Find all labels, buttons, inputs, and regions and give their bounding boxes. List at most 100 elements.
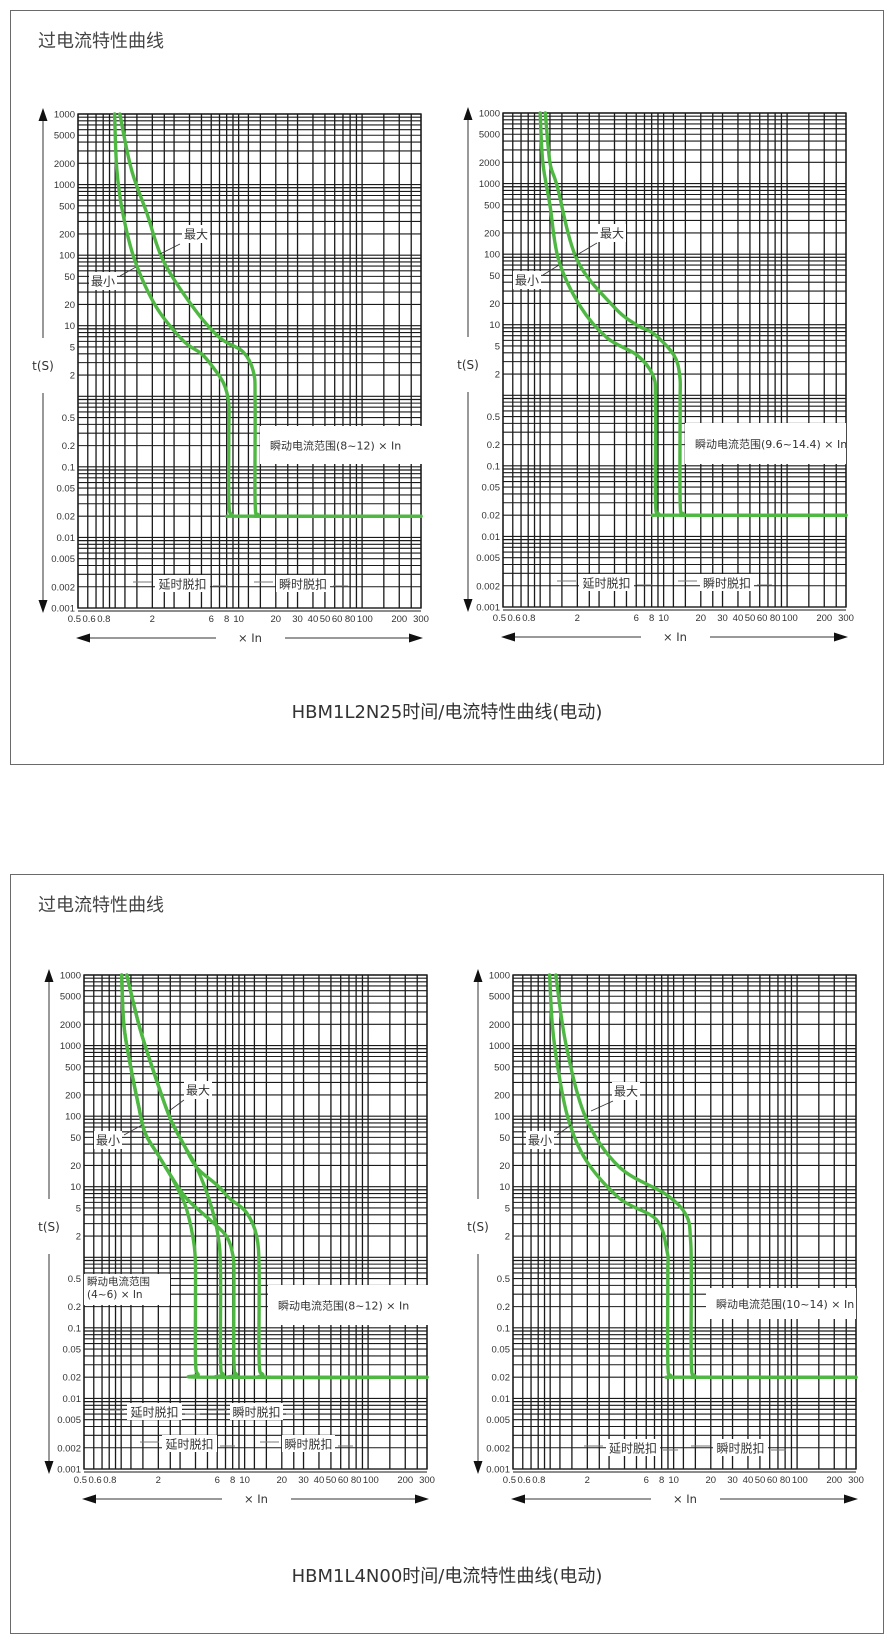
x-tick-label: 50 xyxy=(755,1475,766,1486)
x-tick-label: 8 xyxy=(230,1475,235,1486)
max-curve-label-box xyxy=(182,225,210,243)
x-tick-label: 2 xyxy=(156,1475,161,1486)
leader-line xyxy=(556,1124,572,1136)
y-tick-label: 0.2 xyxy=(487,440,500,451)
arrow-up-icon xyxy=(44,969,54,982)
x-tick-label: 0.8 xyxy=(103,1475,116,1486)
x-tick-label: 40 xyxy=(743,1475,754,1486)
y-tick-label: 0.002 xyxy=(51,582,75,593)
x-tick-label: 8 xyxy=(659,1475,664,1486)
y-tick-label: 100 xyxy=(65,1112,81,1123)
x-tick-label: 60 xyxy=(767,1475,778,1486)
arrow-down-icon xyxy=(473,1461,483,1474)
y-tick-label: 0.5 xyxy=(68,1274,81,1285)
y-tick-label: 1000 xyxy=(54,110,75,121)
x-tick-label: 2 xyxy=(575,613,580,624)
max-curve-label-box xyxy=(598,224,626,242)
x-tick-label: 20 xyxy=(277,1475,288,1486)
range-label-box xyxy=(260,426,422,464)
y-tick-label: 2000 xyxy=(479,158,500,169)
y-tick-label: 20 xyxy=(64,300,75,311)
max-curve-label-box xyxy=(612,1082,640,1100)
x-tick-label: 0.8 xyxy=(97,614,110,625)
arrow-left-icon xyxy=(511,1494,525,1504)
x-tick-label: 80 xyxy=(780,1475,791,1486)
range-label-box xyxy=(706,1288,856,1319)
x-tick-label: 10 xyxy=(233,614,244,625)
series-curve-2 xyxy=(118,112,423,518)
x-tick-label: 0.5 xyxy=(503,1475,516,1486)
y-tick-label: 0.001 xyxy=(476,603,500,614)
grid xyxy=(512,974,857,1473)
x-tick-label: 100 xyxy=(782,613,798,624)
range-label-box xyxy=(84,1274,170,1305)
x-tick-label: 300 xyxy=(838,613,854,624)
y-tick-label: 0.2 xyxy=(62,441,75,452)
y-tick-label: 2 xyxy=(495,370,500,381)
x-tick-label: 30 xyxy=(298,1475,309,1486)
y-tick-label: 20 xyxy=(70,1161,81,1172)
y-axis-arrow xyxy=(38,108,48,613)
tc-curve-chart: 1000 5000 2000 1000 500 200 100 50 20 10 5 2 0.5 0.2 0… xyxy=(32,108,429,645)
y-tick-label: 5 xyxy=(70,342,75,353)
y-tick-label: 1000 xyxy=(60,1041,81,1052)
y-axis-label: t(S) xyxy=(38,1220,60,1234)
arrow-right-icon xyxy=(834,632,848,642)
y-tick-label: 0.02 xyxy=(482,511,501,522)
x-tick-label: 40 xyxy=(733,613,744,624)
delay-trip-label: 延时脱扣 xyxy=(165,1437,213,1452)
x-tick-label: 40 xyxy=(314,1475,325,1486)
x-tick-label: 100 xyxy=(792,1475,808,1486)
instant-trip-label-box xyxy=(713,1439,768,1456)
arrow-left-icon xyxy=(82,1494,96,1504)
y-tick-label: 0.002 xyxy=(57,1443,81,1454)
y-tick-label: 0.2 xyxy=(497,1302,510,1313)
min-curve-label-box xyxy=(94,1131,122,1149)
y-tick-label: 5000 xyxy=(489,992,510,1003)
panel-hbm1l4n00: 过电流特性曲线 HBM1L4N00时间/电流特性曲线(电动) xyxy=(10,874,884,1634)
y-tick-label: 200 xyxy=(65,1090,81,1101)
x-tick-label: 8 xyxy=(224,614,229,625)
plot-border xyxy=(512,974,857,1470)
y-axis-arrow xyxy=(44,969,54,1474)
y-tick-label: 0.1 xyxy=(497,1323,510,1334)
arrow-left-icon xyxy=(76,633,90,643)
instant-trip-label: 瞬时脱扣 xyxy=(279,577,327,592)
x-tick-label: 50 xyxy=(320,614,331,625)
y-tick-label: 100 xyxy=(59,251,75,262)
delay-trip-label: 延时脱扣 xyxy=(130,1405,178,1420)
y-tick-label: 0.01 xyxy=(63,1394,82,1405)
x-tick-label: 200 xyxy=(826,1475,842,1486)
instant-trip-label: 瞬时脱扣 xyxy=(716,1441,764,1456)
x-tick-label: 300 xyxy=(413,614,429,625)
tc-curve-chart: 1000 5000 2000 1000 500 200 100 50 20 10 5 2 0.5 0.2 0… xyxy=(38,969,435,1506)
y-tick-label: 0.02 xyxy=(63,1373,82,1384)
y-tick-label: 0.001 xyxy=(57,1465,81,1476)
arrow-down-icon xyxy=(44,1461,54,1474)
x-tick-label: 300 xyxy=(419,1475,435,1486)
plot-area: 1000 5000 2000 1000 500 200 100 50 20 10 5 2 0.5 0.2 0… xyxy=(467,969,864,1506)
y-tick-label: 200 xyxy=(59,229,75,240)
arrow-up-icon xyxy=(463,107,473,120)
instant-trip-range-label: 瞬动电流范围(8~12) × In xyxy=(278,1299,409,1313)
y-tick-label: 0.5 xyxy=(497,1274,510,1285)
arrow-left-icon xyxy=(501,632,515,642)
x-tick-label: 200 xyxy=(816,613,832,624)
x-tick-label: 6 xyxy=(644,1475,649,1486)
y-tick-label: 2 xyxy=(70,371,75,382)
arrow-down-icon xyxy=(38,600,48,613)
x-tick-label: 0.8 xyxy=(532,1475,545,1486)
instant-trip-range-label: 瞬动电流范围(10~14) × In xyxy=(716,1297,854,1311)
y-tick-label: 50 xyxy=(489,271,500,282)
y-tick-label: 10 xyxy=(64,321,75,332)
arrow-right-icon xyxy=(415,1494,429,1504)
series-curve-2 xyxy=(554,973,858,1379)
x-axis-label: × In xyxy=(663,630,687,644)
instant-trip-label-box xyxy=(700,574,754,591)
y-tick-label: 0.005 xyxy=(51,554,75,565)
y-tick-label: 0.001 xyxy=(51,604,75,615)
x-tick-label: 60 xyxy=(757,613,768,624)
x-tick-label: 8 xyxy=(649,613,654,624)
plot-border xyxy=(77,113,422,609)
y-axis-label: t(S) xyxy=(32,359,54,373)
